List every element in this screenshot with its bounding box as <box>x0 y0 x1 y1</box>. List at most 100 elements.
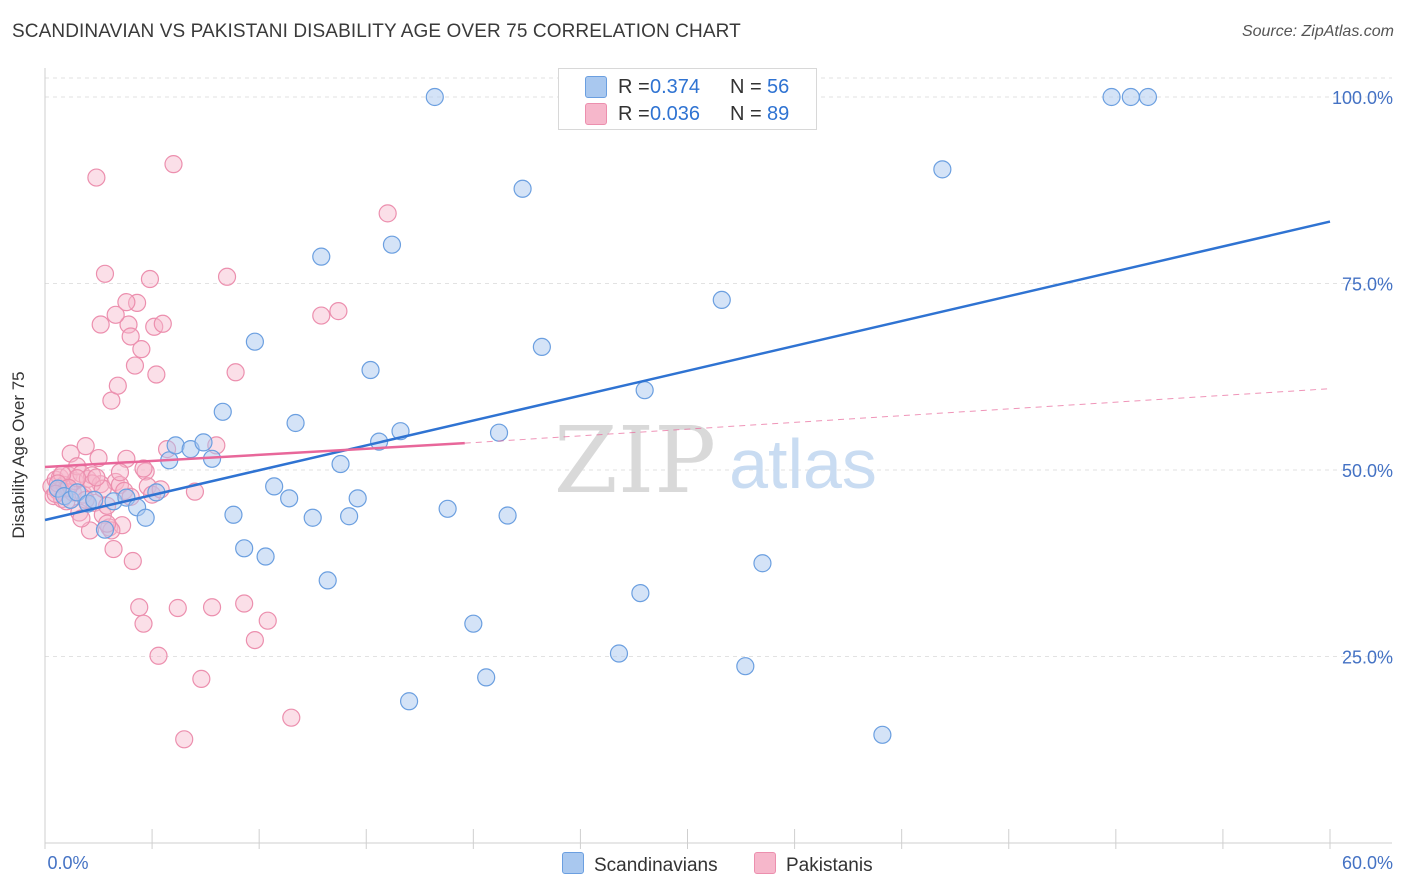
pakistani-point <box>226 363 245 382</box>
scandinavian-point <box>85 490 104 509</box>
pakistani-point <box>89 448 108 468</box>
scandinavian-point <box>213 402 232 421</box>
scandinavian-point <box>753 554 772 573</box>
pakistani-point <box>106 305 125 324</box>
pakistani-point <box>217 267 237 286</box>
pakistani-point <box>95 264 115 283</box>
pakistani-point <box>329 302 348 321</box>
scandinavian-point <box>712 290 731 310</box>
watermark-zip: ZIP <box>554 407 716 514</box>
scandinavian-point <box>286 413 305 433</box>
pakistani-point <box>258 611 277 630</box>
pakistani-point <box>130 598 149 617</box>
scandinavian-point <box>1102 87 1121 107</box>
n-label: N = <box>730 76 762 98</box>
scandinavian-point <box>245 332 264 351</box>
pink-swatch <box>754 852 776 874</box>
scandinavian-point <box>265 477 284 496</box>
scandinavian-point <box>873 725 892 744</box>
pakistani-point <box>149 646 168 665</box>
pakistani-point <box>136 462 155 481</box>
pakistani-point <box>282 708 301 727</box>
scandinavian-point <box>235 539 254 558</box>
legend-item-scandinavians: Scandinavians <box>562 852 718 877</box>
blue-swatch <box>585 76 607 98</box>
blue-swatch <box>562 852 584 874</box>
scandinavian-point <box>498 506 517 525</box>
gridlines <box>45 77 1392 657</box>
pakistani-point <box>192 669 211 688</box>
pakistani-point <box>147 365 166 384</box>
scandinavian-point <box>318 571 337 590</box>
scandinavian-point <box>477 668 496 687</box>
legend-label: Scandinavians <box>594 855 718 876</box>
pakistani-point <box>132 340 151 359</box>
scandinavians-points <box>48 87 1158 744</box>
pakistani-point <box>87 468 106 487</box>
scandinavian-point <box>438 499 457 518</box>
scandinavian-point <box>361 360 380 380</box>
scandinavian-point <box>303 508 322 527</box>
pakistani-point <box>112 516 132 535</box>
pakistani-point <box>134 614 153 633</box>
pakistani-point <box>123 551 142 571</box>
scandinavian-point <box>312 247 331 266</box>
x-tick-label: 60.0% <box>1342 853 1393 873</box>
n-value: 89 <box>767 103 790 125</box>
pakistani-point <box>245 630 264 650</box>
pakistani-point <box>312 306 331 325</box>
r-value: 0.036 <box>650 103 701 125</box>
pakistani-point <box>125 356 145 375</box>
scandinavian-point <box>280 489 299 508</box>
pakistani-point <box>87 168 106 187</box>
pakistanis-trend-line-extension <box>464 388 1331 444</box>
scandinavian-point <box>425 87 444 107</box>
scandinavian-point <box>166 436 185 455</box>
scandinavian-point <box>256 547 275 566</box>
trend-lines <box>44 220 1331 522</box>
y-tick-label: 25.0% <box>1342 648 1393 668</box>
n-label: N = <box>730 103 762 125</box>
watermark: ZIP atlas <box>554 407 877 514</box>
scandinavian-point <box>1121 87 1140 107</box>
pakistani-point <box>110 463 130 482</box>
scandinavian-point <box>95 520 115 539</box>
scandinavian-point <box>464 614 483 633</box>
watermark-atlas: atlas <box>729 425 877 503</box>
correlation-legend: R = 0.374 N = 56 R = 0.036 N = 89 <box>558 68 817 130</box>
scandinavian-point <box>532 337 551 357</box>
pakistani-point <box>104 539 123 559</box>
axes <box>44 68 1392 849</box>
r-label: R = <box>618 103 650 125</box>
scandinavian-point <box>382 235 402 254</box>
pakistani-point <box>153 314 172 333</box>
n-value: 56 <box>767 76 790 98</box>
scandinavian-point <box>340 507 359 526</box>
x-tick-label: 0.0% <box>47 853 88 873</box>
y-tick-label: 50.0% <box>1342 461 1393 481</box>
y-tick-label: 100.0% <box>1332 88 1393 108</box>
pakistani-point <box>121 327 140 346</box>
pakistani-point <box>175 730 194 749</box>
scandinavians-trend-line <box>44 220 1331 522</box>
r-label: R = <box>618 76 650 98</box>
scandinavian-point <box>1138 87 1158 107</box>
scandinavian-point <box>736 657 755 676</box>
legend-item-pakistanis: Pakistanis <box>754 852 873 877</box>
scandinavian-point <box>399 692 419 711</box>
pakistani-point <box>235 594 254 613</box>
chart-title: SCANDINAVIAN VS PAKISTANI DISABILITY AGE… <box>12 21 741 42</box>
y-axis-label: Disability Age Over 75 <box>9 371 28 539</box>
legend-label: Pakistanis <box>786 855 873 876</box>
pakistani-point <box>140 269 160 289</box>
pakistani-point <box>168 598 187 618</box>
pink-swatch <box>585 103 607 125</box>
x-tick-labels: 0.0% 60.0% <box>47 853 1393 873</box>
pakistani-point <box>134 459 153 478</box>
y-tick-labels: 25.0% 50.0% 75.0% 100.0% <box>1332 88 1393 668</box>
pakistani-point <box>378 204 397 223</box>
pakistani-point <box>76 437 95 456</box>
scandinavian-point <box>136 508 155 527</box>
pakistanis-trend-line <box>44 441 465 469</box>
